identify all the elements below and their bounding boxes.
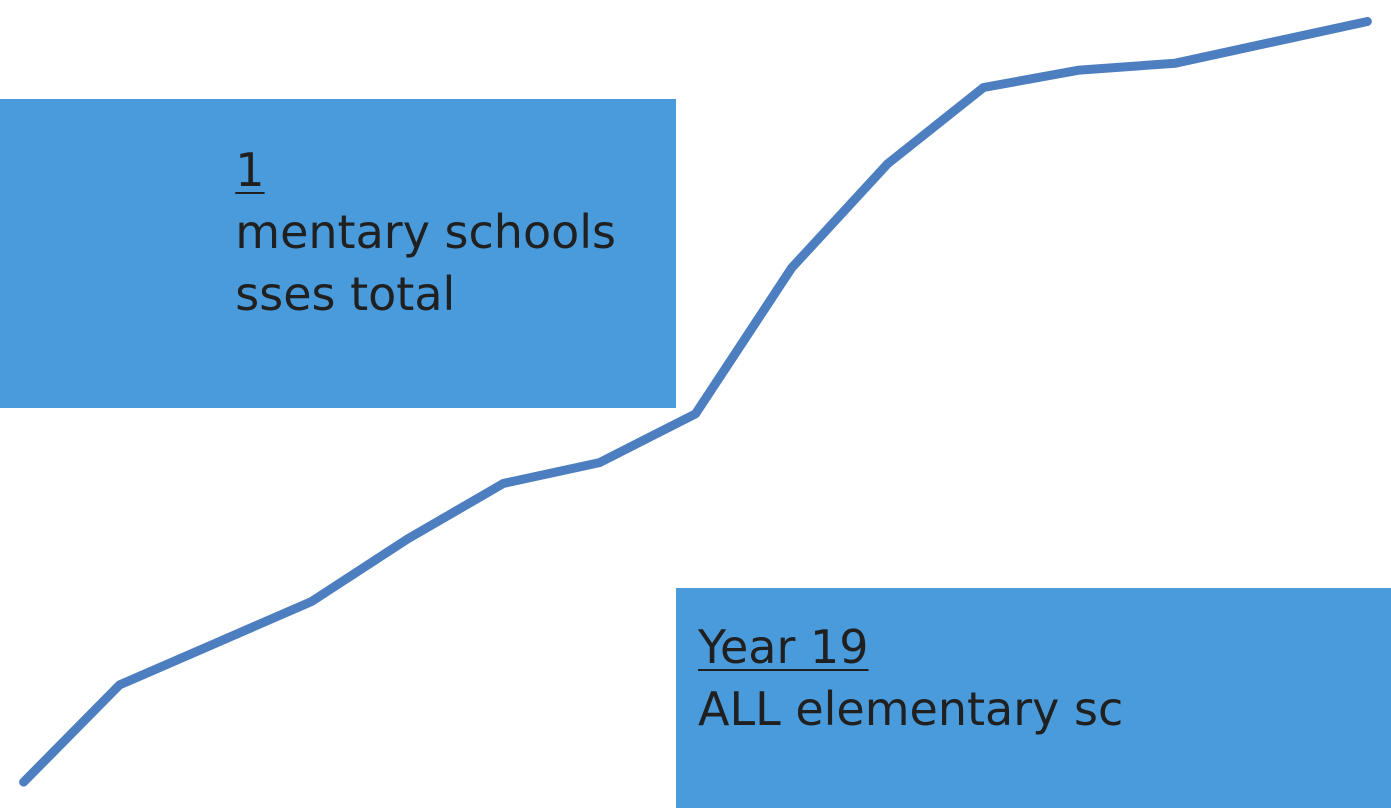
callout-left-heading: 1: [235, 143, 265, 197]
callout-left-line1: mentary schools: [235, 205, 616, 259]
series-line-0: [19, 17, 1372, 787]
callout-right-line1: ALL elementary sc: [698, 682, 1124, 736]
callout-left-line2: sses total: [235, 267, 456, 321]
annotation-callout-left: 1 mentary schools sses total: [0, 99, 676, 408]
callout-right-heading: Year 19: [698, 620, 869, 674]
annotation-callout-right: Year 19 ALL elementary sc: [676, 588, 1391, 808]
series-layer: [19, 17, 1372, 787]
